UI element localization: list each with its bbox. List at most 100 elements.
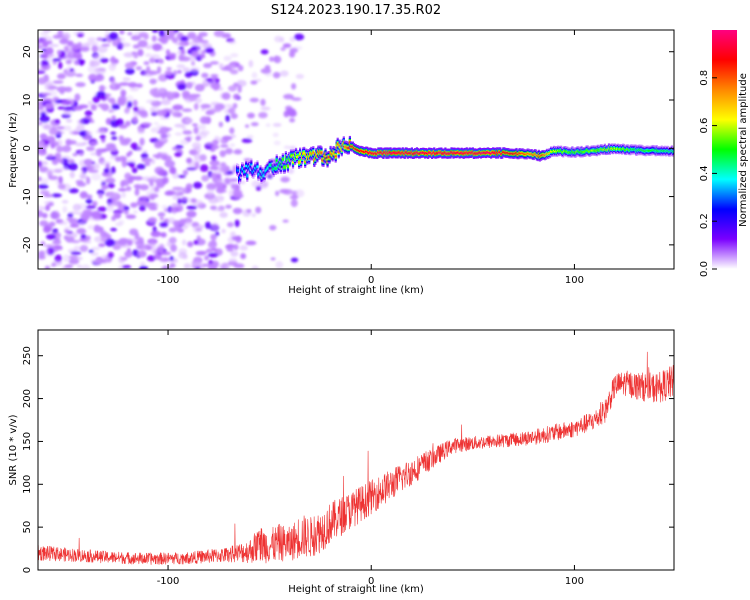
heatmap-cell <box>45 168 55 175</box>
heatmap-cell <box>132 44 140 49</box>
heatmap-cell <box>114 83 121 89</box>
heatmap-y-axis-label: Frequency (Hz) <box>8 112 19 188</box>
heatmap-ridge-cell <box>291 161 295 164</box>
heatmap-ridge-cell <box>298 161 301 164</box>
heatmap-cell <box>180 48 185 55</box>
heatmap-cell <box>170 203 181 209</box>
heatmap-cell <box>201 41 209 46</box>
heatmap-x-tick-label: -100 <box>157 275 180 286</box>
heatmap-cell <box>93 54 99 59</box>
heatmap-cell <box>186 157 193 164</box>
heatmap-cell <box>118 219 125 225</box>
heatmap-cell <box>156 109 167 117</box>
heatmap-cell <box>53 245 63 249</box>
heatmap-cell <box>174 152 182 157</box>
heatmap-cell <box>124 120 131 127</box>
heatmap-cell <box>225 114 230 123</box>
heatmap-cell <box>71 43 80 51</box>
heatmap-cell <box>68 188 79 194</box>
colorbar-scale <box>712 30 737 269</box>
heatmap-cell <box>221 92 231 100</box>
heatmap-cell <box>127 32 133 36</box>
heatmap-cell <box>265 123 271 127</box>
heatmap-cell <box>228 40 237 45</box>
heatmap-cell <box>153 121 159 126</box>
heatmap-cell <box>104 30 109 33</box>
heatmap-cell <box>125 214 137 220</box>
heatmap-cell <box>248 59 254 68</box>
heatmap-cell <box>83 158 93 166</box>
heatmap-cell <box>237 84 242 93</box>
heatmap-cell <box>192 225 204 234</box>
heatmap-cell <box>135 66 143 71</box>
heatmap-cell <box>103 93 112 97</box>
heatmap-cell <box>204 221 212 229</box>
heatmap-cell <box>181 125 187 131</box>
heatmap-cell <box>50 193 62 198</box>
heatmap-cell <box>38 70 46 74</box>
heatmap-cell <box>111 103 121 110</box>
heatmap-cell <box>41 177 49 185</box>
heatmap-cell <box>158 246 164 254</box>
heatmap-cell <box>101 184 108 191</box>
heatmap-cell <box>90 104 97 111</box>
heatmap-cell <box>137 237 144 245</box>
heatmap-cell <box>124 62 135 69</box>
heatmap-cell <box>69 224 80 228</box>
heatmap-cell <box>77 104 89 109</box>
heatmap-cell <box>111 61 117 67</box>
heatmap-cell <box>89 119 95 123</box>
heatmap-cell <box>47 202 54 207</box>
heatmap-cell <box>178 54 185 62</box>
heatmap-cell <box>201 50 207 54</box>
heatmap-cell <box>50 142 56 149</box>
heatmap-cell <box>291 83 297 90</box>
heatmap-ridge <box>236 135 674 186</box>
heatmap-cell <box>228 257 238 263</box>
heatmap-cell <box>194 83 205 92</box>
heatmap-cell <box>38 210 44 218</box>
heatmap-cell <box>99 134 106 140</box>
heatmap-cell <box>90 246 101 251</box>
heatmap-cell <box>218 63 224 70</box>
heatmap-cell <box>201 72 209 79</box>
heatmap-cell <box>52 228 59 234</box>
heatmap-cell <box>78 130 88 137</box>
heatmap-cell <box>48 137 56 145</box>
snr-x-tick-label: -100 <box>157 576 180 587</box>
heatmap-cell <box>193 181 203 189</box>
heatmap-cell <box>199 53 206 59</box>
heatmap-cell <box>219 264 225 269</box>
heatmap-cell <box>290 199 298 208</box>
heatmap-cell <box>143 33 149 40</box>
heatmap-cell <box>199 154 207 162</box>
heatmap-cell <box>109 58 116 62</box>
heatmap-cell <box>223 55 232 62</box>
heatmap-cell <box>246 134 254 139</box>
heatmap-y-tick-label: 0 <box>22 145 33 151</box>
heatmap-cell <box>116 37 121 44</box>
heatmap-cell <box>96 45 108 54</box>
heatmap-ridge-cell <box>312 151 315 154</box>
heatmap-cell <box>98 85 106 92</box>
heatmap-cell <box>186 210 197 218</box>
heatmap-cell <box>230 178 237 182</box>
heatmap-cell <box>211 247 218 252</box>
heatmap-cell <box>228 85 237 92</box>
heatmap-cell <box>96 148 102 157</box>
heatmap-cell <box>160 99 171 106</box>
heatmap-cell <box>45 47 54 55</box>
heatmap-cell <box>110 131 117 136</box>
heatmap-cell <box>210 73 219 78</box>
heatmap-cell <box>68 162 78 171</box>
colorbar-tick-label: 0.2 <box>699 213 710 229</box>
heatmap-cell <box>66 217 74 222</box>
heatmap-cell <box>181 108 193 113</box>
heatmap-cell <box>250 122 259 127</box>
heatmap-cell <box>287 167 295 175</box>
heatmap-cell <box>78 59 85 66</box>
heatmap-cell <box>137 48 144 57</box>
heatmap-cell <box>161 204 168 209</box>
heatmap-cell <box>85 198 93 204</box>
heatmap-cell <box>148 240 156 249</box>
